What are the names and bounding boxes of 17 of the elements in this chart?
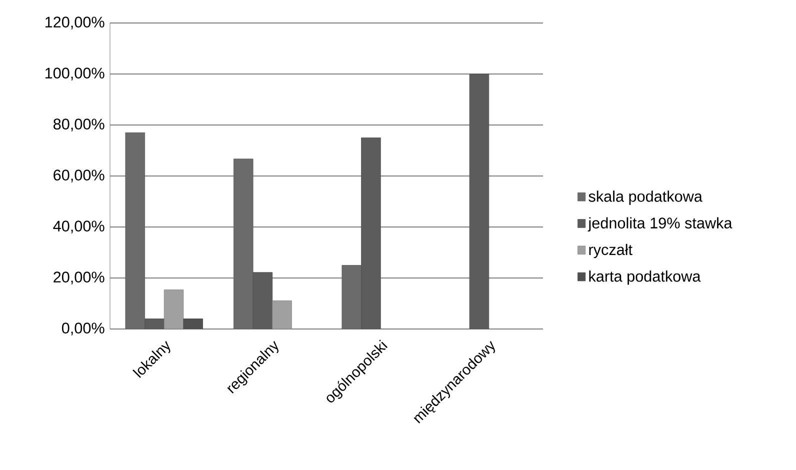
legend-label: ryczałt [589,244,632,258]
bar [125,132,145,329]
y-tick-label: 80,00% [54,118,104,132]
y-tick-label: 60,00% [54,170,104,182]
legend-label: skala podatkowa [588,190,702,205]
y-tick-label: 20,00% [54,272,104,284]
bar [469,74,490,329]
legend-label: karta podatkowa [589,270,701,285]
y-tick-label: 40,00% [53,220,104,234]
y-tick-label: 120,00% [45,16,104,30]
bar [234,158,254,329]
legend-label: jednolita 19% stawka [588,217,732,232]
bar [272,300,292,329]
y-tick-label: 100,00% [45,68,104,80]
bar [342,265,362,329]
y-tick-label: 0,00% [62,322,104,336]
bar [164,290,184,329]
